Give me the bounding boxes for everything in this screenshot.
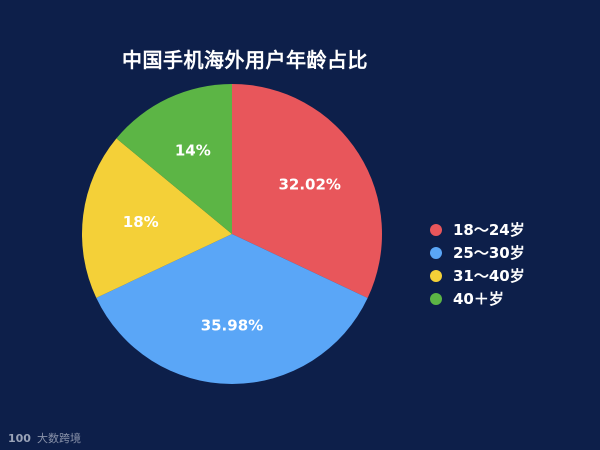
legend-swatch [430,292,442,305]
legend-label: 25～30岁 [453,244,525,262]
watermark-text: 大数跨境 [36,432,81,445]
pie-slice-label-1: 32.02% [278,175,340,193]
legend-swatch [430,246,442,259]
watermark: 100 大数跨境 [8,430,81,446]
legend-item-4: 40＋岁 [430,287,525,310]
pie-slices [81,84,382,385]
pie-slice-1 [232,84,382,299]
pie-slice-labels: 32.02% 35.98% 18% 14% [123,141,341,334]
legend: 18～24岁 25～30岁 31～40岁 40＋岁 [430,218,525,310]
pie-slice-3 [81,138,232,298]
pie-slice-label-3: 18% [123,213,159,231]
legend-label: 31～40岁 [453,267,525,285]
legend-label: 40＋岁 [453,290,504,308]
legend-item-3: 31～40岁 [430,264,525,287]
legend-swatch [430,223,442,236]
pie-slice-label-4: 14% [175,141,211,159]
legend-swatch [430,269,442,282]
pie-slice-2 [96,234,368,385]
pie-slice-label-2: 35.98% [201,316,263,334]
pie-slice-4 [116,84,232,234]
watermark-logo: 100 [8,431,31,445]
legend-label: 18～24岁 [453,221,525,239]
chart-title: 中国手机海外用户年龄占比 [122,48,368,72]
legend-item-2: 25～30岁 [430,241,525,264]
legend-item-1: 18～24岁 [430,218,525,241]
